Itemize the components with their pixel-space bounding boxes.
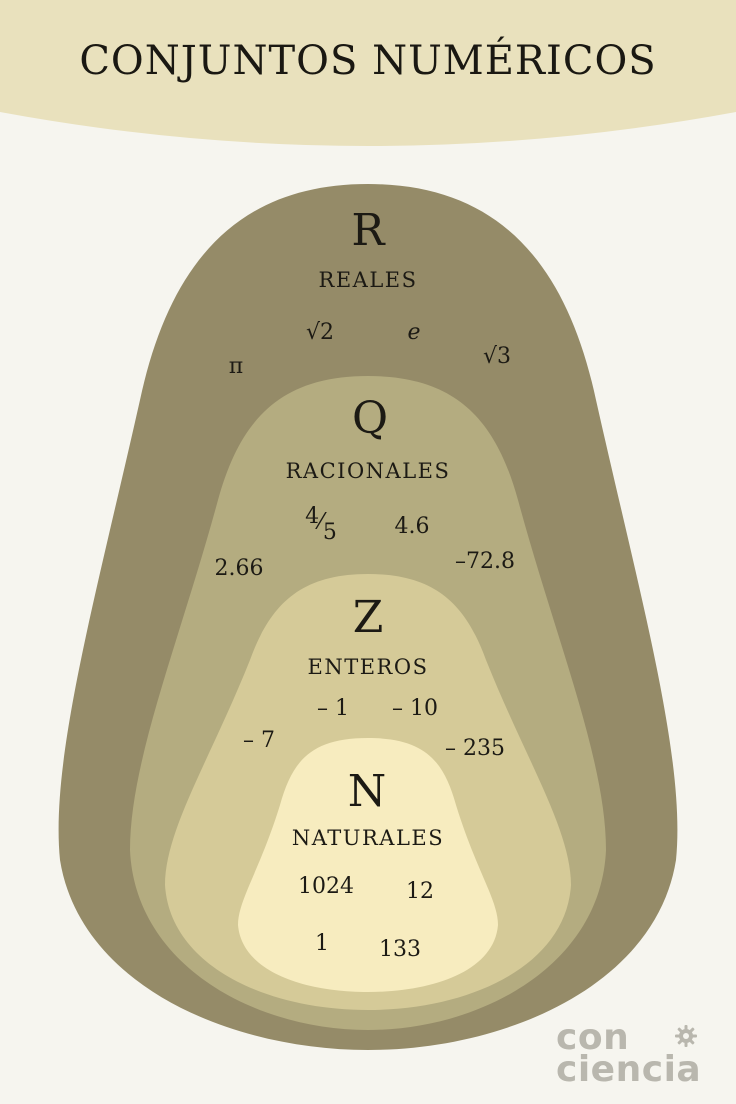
fraction-slash: ⁄ [319, 510, 323, 535]
racionales-symbol: Q [351, 393, 389, 444]
reales-example: √3 [482, 344, 512, 369]
enteros-example: – 1 [317, 696, 349, 721]
reales-symbol: R [351, 205, 385, 256]
naturales-region [238, 738, 498, 992]
reales-example: e [407, 320, 421, 345]
racionales-example: 4.6 [394, 514, 430, 539]
racionales-example: –72.8 [455, 549, 515, 574]
logo-line-1: con [556, 1017, 630, 1058]
naturales-example: 1024 [298, 874, 354, 899]
reales-name: REALES [318, 268, 418, 292]
naturales-example: 12 [406, 879, 434, 904]
page-title: CONJUNTOS NUMÉRICOS [79, 38, 657, 84]
enteros-example: – 10 [392, 696, 438, 721]
header-band [0, 0, 736, 146]
racionales-fraction: 4⁄5 [305, 504, 337, 545]
brand-logo: con ciencia [556, 1017, 726, 1090]
enteros-example: – 235 [445, 736, 505, 761]
logo-line-2: ciencia [556, 1049, 702, 1090]
gear-icon [675, 1025, 697, 1047]
racionales-example: 2.66 [214, 556, 264, 581]
enteros-example: – 7 [243, 728, 275, 753]
reales-example: √2 [305, 320, 335, 345]
naturales-example: 1 [315, 931, 329, 956]
fraction-denominator: 5 [322, 520, 337, 545]
enteros-name: ENTEROS [307, 655, 429, 679]
reales-example: π [228, 354, 244, 379]
naturales-example: 133 [379, 937, 421, 962]
naturales-name: NATURALES [291, 826, 445, 850]
enteros-symbol: Z [352, 592, 384, 643]
racionales-name: RACIONALES [285, 459, 451, 483]
fraction-numerator: 4 [305, 504, 320, 529]
naturales-symbol: N [347, 766, 387, 817]
